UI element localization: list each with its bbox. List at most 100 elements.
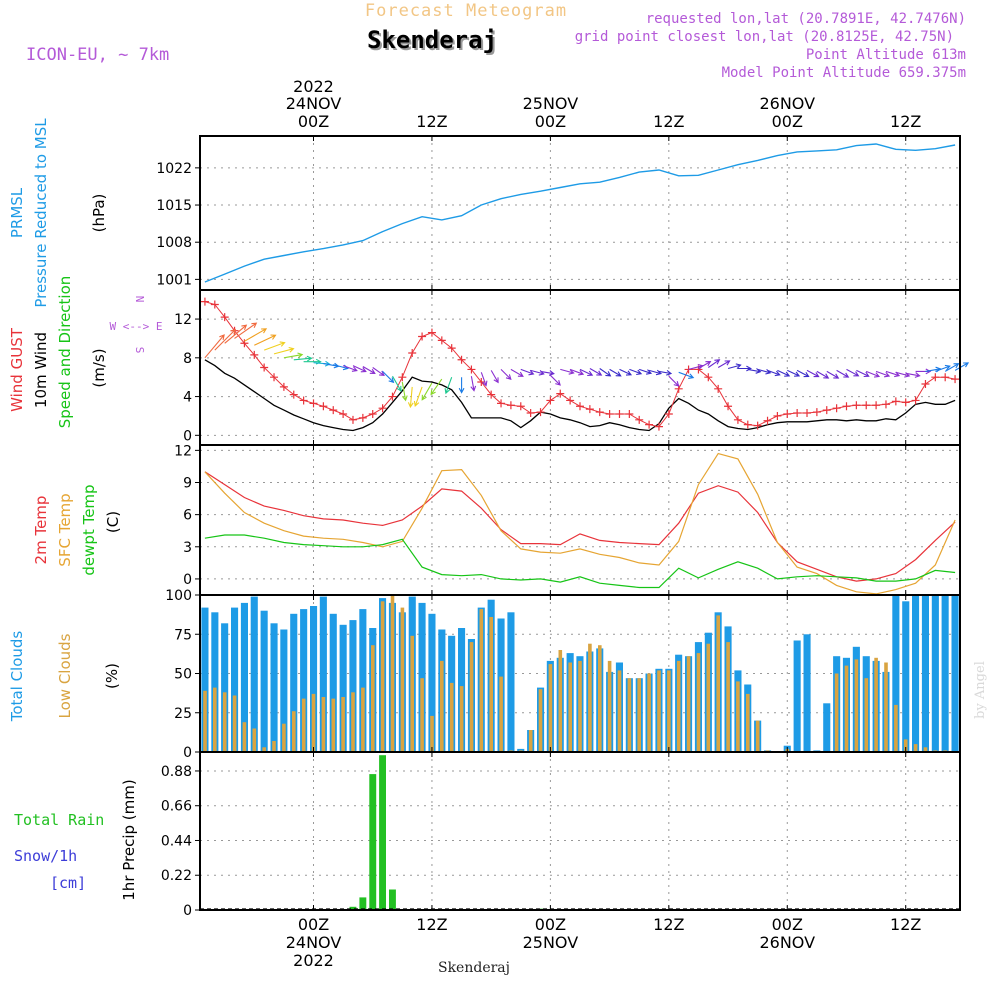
wind-direction-arrow (589, 368, 603, 376)
wind-direction-arrow (707, 359, 721, 368)
page-title: Skenderaj (369, 28, 499, 56)
low-cloud-bar (874, 657, 878, 752)
wind-direction-arrow (352, 365, 367, 373)
y-tick-label: 8 (183, 351, 192, 367)
low-cloud-bar (430, 715, 434, 752)
gust-marker (497, 399, 506, 408)
wind-direction-arrow (579, 368, 594, 377)
low-cloud-bar (913, 744, 918, 752)
gust-marker (793, 409, 802, 418)
gust-marker (299, 396, 308, 405)
low-cloud-bar (834, 673, 839, 752)
prmsl-unit-label: (hPa) (90, 194, 108, 233)
gust-marker (605, 410, 614, 418)
gust-marker (210, 300, 219, 309)
wind-direction-arrow (846, 368, 860, 377)
gust-marker (862, 401, 871, 410)
wind-direction-arrow (717, 360, 731, 368)
gust-marker (635, 415, 644, 424)
dewpt-line (204, 534, 956, 589)
low-cloud-bar (528, 730, 533, 752)
wind-direction-arrow (935, 364, 951, 372)
rain-label: Total Rain (14, 811, 104, 829)
low-cloud-bar (864, 678, 869, 752)
total-cloud-bar (319, 596, 327, 752)
compass-north: N (133, 296, 146, 303)
gust-marker (783, 410, 792, 418)
low-cloud-bar (854, 659, 859, 752)
wind-direction-arrow (648, 369, 663, 376)
low-cloud-bar (726, 642, 730, 752)
low-cloud-bar (607, 660, 612, 752)
gust-marker (763, 416, 772, 425)
low-cloud-bar (558, 650, 563, 752)
wind-direction-arrow (273, 346, 295, 355)
y-tick-label: 0.22 (161, 868, 192, 884)
total-cloud-bar (201, 607, 209, 752)
temp2m-line (204, 471, 956, 582)
gust-label: Wind GUST (8, 327, 26, 412)
gust-marker (418, 332, 427, 341)
wind-direction-arrow (392, 375, 402, 392)
wind-direction-arrow (490, 370, 499, 384)
low-cloud-bar (400, 607, 405, 752)
bottom-hour-label: 12Z (416, 915, 447, 934)
wind-direction-arrow (458, 377, 465, 394)
gust-marker (941, 373, 950, 382)
low-cloud-bar (617, 670, 622, 752)
y-tick-label: 9 (183, 476, 192, 492)
y-tick-label: 25 (174, 706, 192, 722)
gust-marker (714, 384, 723, 393)
wind-direction-arrow (540, 370, 555, 376)
wind-direction-arrow (954, 362, 970, 371)
wind-direction-arrow (342, 365, 358, 372)
top-hour-label: 00Z (772, 112, 803, 131)
sfc-label: SFC Temp (56, 493, 74, 566)
data-layer (200, 143, 970, 911)
wind-direction-arrow (885, 370, 901, 378)
low-cloud-bar (459, 686, 464, 752)
wind-direction-arrow (407, 386, 414, 409)
low-cloud-bar (213, 687, 217, 752)
gust-marker (664, 410, 673, 418)
gust-marker (812, 408, 821, 417)
gust-marker (378, 404, 387, 413)
top-date-label: 25NOV (523, 94, 579, 113)
wind-direction-arrow (796, 369, 810, 378)
total-cloud-bar (803, 634, 811, 753)
gust-marker (200, 297, 209, 306)
bottom-hour-label: 12Z (653, 915, 684, 934)
low-cloud-bar (627, 678, 632, 752)
gust-marker (477, 378, 486, 387)
wind-direction-arrow (224, 324, 248, 344)
wind-direction-arrow (293, 355, 313, 362)
gust-marker (309, 399, 318, 408)
y-tick-label: 12 (174, 312, 192, 328)
snow-label: Snow/1h (14, 847, 77, 865)
gust-marker (951, 375, 960, 384)
gust-marker (872, 401, 881, 410)
low-cloud-bar (647, 673, 651, 752)
wind-direction-arrow (865, 370, 881, 378)
gust-marker (753, 421, 762, 430)
low-cloud-bar (351, 692, 355, 752)
low-cloud-bar (272, 741, 276, 752)
gust-marker (339, 410, 348, 418)
wind-desc-label: Speed and Direction (56, 276, 74, 429)
supertitle: Forecast Meteogram (365, 1, 567, 21)
low-cloud-bar (923, 747, 928, 752)
low-cloud-bar (716, 615, 720, 752)
bottom-date-label: 25NOV (523, 933, 579, 952)
y-tick-label: 0 (183, 428, 192, 444)
prmsl-desc-label: Pressure Reduced to MSL (32, 118, 50, 308)
wind-direction-arrow (629, 368, 643, 376)
gust-marker (536, 408, 545, 417)
total-cloud-bar (912, 595, 920, 752)
total-cloud-bar (240, 602, 248, 752)
low-cloud-bar (331, 698, 336, 752)
low-cloud-bar (222, 692, 227, 752)
gust-marker (615, 410, 624, 418)
low-cloud-bar (894, 704, 898, 752)
low-cloud-label: Low Clouds (56, 633, 74, 718)
